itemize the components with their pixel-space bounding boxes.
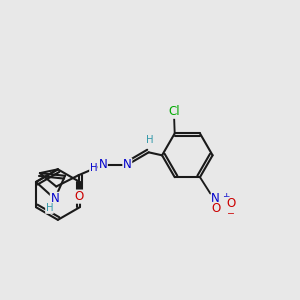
Text: N: N bbox=[123, 158, 132, 171]
Text: N: N bbox=[98, 158, 107, 171]
Text: N: N bbox=[50, 192, 59, 206]
Text: +: + bbox=[222, 192, 230, 201]
Text: N: N bbox=[211, 192, 220, 206]
Text: H: H bbox=[46, 203, 53, 213]
Text: O: O bbox=[211, 202, 220, 215]
Text: O: O bbox=[226, 197, 235, 210]
Text: −: − bbox=[226, 208, 235, 217]
Text: Cl: Cl bbox=[168, 105, 180, 118]
Text: H: H bbox=[90, 164, 97, 173]
Text: H: H bbox=[146, 135, 154, 145]
Text: O: O bbox=[74, 190, 83, 203]
